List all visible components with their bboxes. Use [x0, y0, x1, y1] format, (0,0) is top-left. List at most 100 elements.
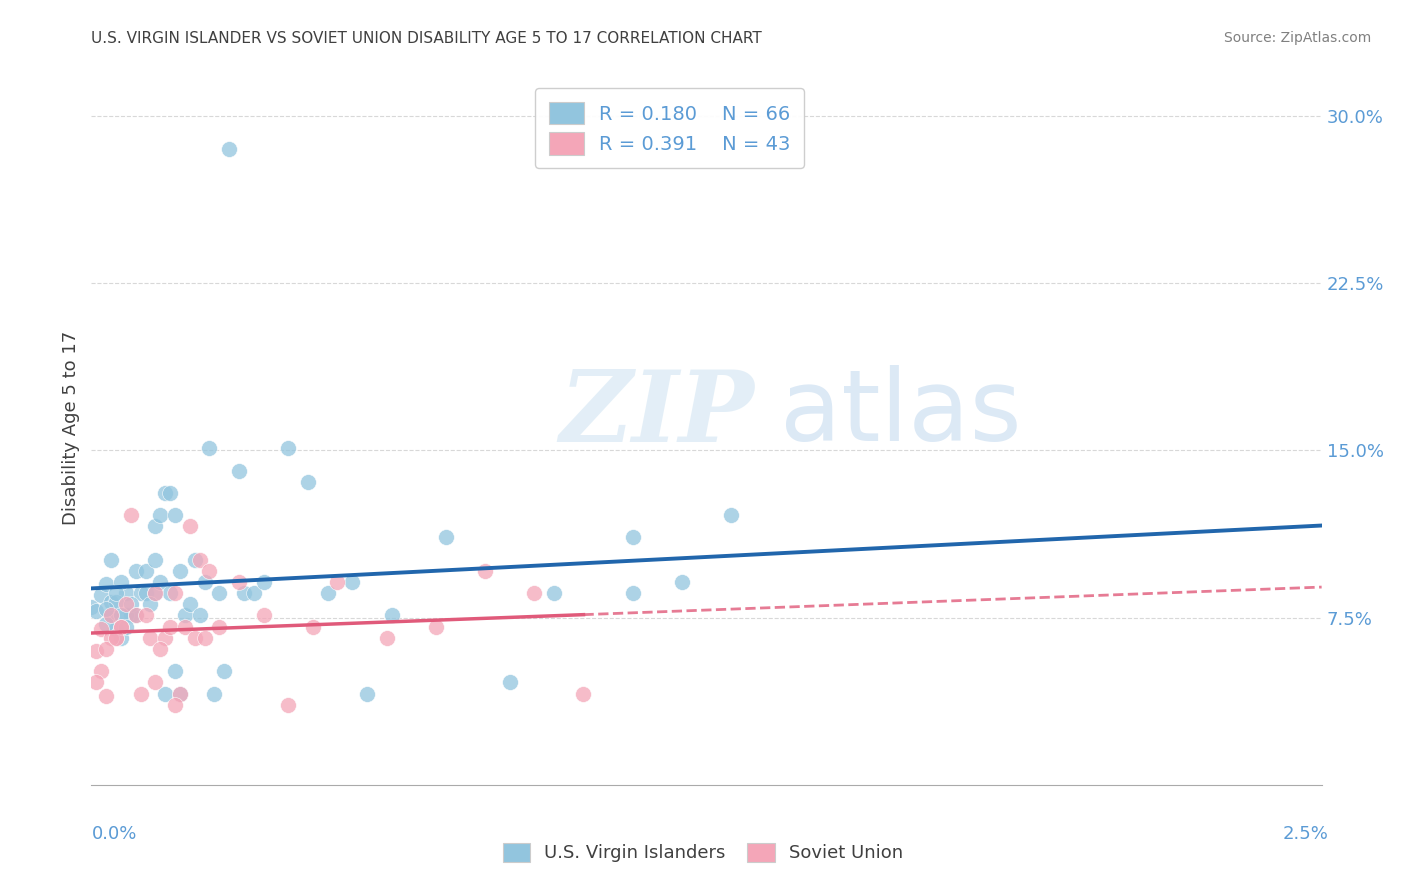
Point — [145, 586, 166, 600]
Legend: U.S. Virgin Islanders, Soviet Union: U.S. Virgin Islanders, Soviet Union — [496, 836, 910, 870]
Point — [202, 687, 225, 701]
Point — [174, 619, 197, 633]
Point — [86, 604, 108, 618]
Point — [179, 598, 201, 612]
Point — [120, 508, 142, 523]
Text: Source: ZipAtlas.com: Source: ZipAtlas.com — [1223, 31, 1371, 45]
Point — [135, 608, 156, 623]
Point — [110, 619, 132, 633]
Point — [145, 519, 166, 533]
Point — [198, 442, 221, 455]
Point — [301, 619, 323, 633]
Point — [100, 552, 122, 567]
Point — [316, 586, 339, 600]
Point — [188, 552, 211, 567]
Point — [120, 608, 142, 623]
Point — [621, 530, 644, 544]
Point — [228, 574, 250, 589]
Point — [340, 574, 363, 589]
Point — [145, 675, 166, 690]
Legend: R = 0.180    N = 66, R = 0.391    N = 43: R = 0.180 N = 66, R = 0.391 N = 43 — [536, 88, 804, 168]
Text: 2.5%: 2.5% — [1282, 825, 1329, 843]
Point — [434, 530, 457, 544]
Point — [96, 642, 117, 657]
Point — [159, 619, 181, 633]
Point — [114, 619, 138, 633]
Point — [208, 619, 231, 633]
Point — [169, 687, 191, 701]
Point — [474, 564, 496, 578]
Point — [253, 608, 276, 623]
Point — [105, 595, 127, 609]
Point — [114, 586, 138, 600]
Point — [114, 608, 138, 623]
Point — [169, 564, 191, 578]
Point — [145, 552, 166, 567]
Point — [86, 675, 108, 690]
Text: U.S. VIRGIN ISLANDER VS SOVIET UNION DISABILITY AGE 5 TO 17 CORRELATION CHART: U.S. VIRGIN ISLANDER VS SOVIET UNION DIS… — [91, 31, 762, 46]
Point — [159, 586, 181, 600]
Point — [110, 631, 132, 645]
Point — [425, 619, 447, 633]
Point — [523, 586, 546, 600]
Text: atlas: atlas — [780, 366, 1022, 462]
Point — [193, 574, 217, 589]
Point — [139, 631, 162, 645]
Point — [100, 608, 122, 623]
Point — [105, 586, 127, 600]
Point — [720, 508, 742, 523]
Text: ZIP: ZIP — [558, 366, 754, 462]
Point — [80, 599, 103, 614]
Point — [90, 664, 112, 679]
Point — [105, 631, 127, 645]
Point — [163, 586, 186, 600]
Point — [572, 687, 595, 701]
Point — [124, 564, 148, 578]
Point — [214, 664, 236, 679]
Point — [110, 608, 132, 623]
Point — [671, 574, 693, 589]
Point — [90, 622, 112, 636]
Point — [375, 631, 398, 645]
Point — [380, 608, 402, 623]
Point — [110, 619, 132, 633]
Point — [120, 598, 142, 612]
Point — [149, 642, 172, 657]
Point — [149, 508, 172, 523]
Point — [110, 574, 132, 589]
Point — [114, 598, 138, 612]
Point — [100, 631, 122, 645]
Point — [96, 689, 117, 703]
Point — [277, 442, 299, 455]
Point — [253, 574, 276, 589]
Point — [356, 687, 378, 701]
Point — [159, 485, 181, 500]
Point — [183, 631, 207, 645]
Point — [277, 698, 299, 712]
Point — [100, 595, 122, 609]
Point — [96, 601, 117, 615]
Point — [163, 508, 186, 523]
Y-axis label: Disability Age 5 to 17: Disability Age 5 to 17 — [62, 331, 80, 525]
Point — [86, 644, 108, 658]
Point — [188, 608, 211, 623]
Point — [297, 475, 319, 489]
Point — [498, 675, 520, 690]
Point — [135, 564, 156, 578]
Point — [163, 664, 186, 679]
Point — [153, 485, 177, 500]
Point — [135, 586, 156, 600]
Point — [218, 143, 240, 157]
Point — [96, 617, 117, 632]
Point — [621, 586, 644, 600]
Point — [90, 589, 112, 603]
Point — [543, 586, 565, 600]
Point — [228, 464, 250, 478]
Point — [169, 687, 191, 701]
Point — [198, 564, 221, 578]
Point — [105, 622, 127, 636]
Point — [326, 574, 349, 589]
Point — [193, 631, 217, 645]
Point — [183, 552, 207, 567]
Point — [96, 577, 117, 591]
